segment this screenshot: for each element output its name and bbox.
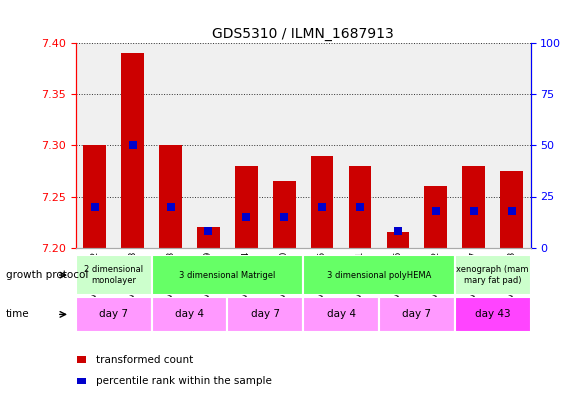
- Bar: [470, 207, 477, 215]
- Text: time: time: [6, 309, 30, 320]
- Bar: [235, 166, 258, 248]
- Bar: [379, 297, 455, 332]
- Text: xenograph (mam
mary fat pad): xenograph (mam mary fat pad): [456, 265, 529, 285]
- Bar: [462, 166, 485, 248]
- Text: 3 dimensional Matrigel: 3 dimensional Matrigel: [179, 271, 276, 279]
- Bar: [318, 203, 326, 211]
- Text: day 7: day 7: [251, 309, 280, 320]
- Bar: [76, 297, 152, 332]
- Bar: [83, 145, 106, 248]
- Bar: [129, 141, 136, 149]
- Bar: [227, 297, 303, 332]
- Text: 2 dimensional
monolayer: 2 dimensional monolayer: [84, 265, 143, 285]
- Bar: [167, 203, 174, 211]
- Bar: [394, 227, 402, 235]
- Bar: [197, 227, 220, 248]
- Bar: [455, 297, 531, 332]
- Bar: [76, 255, 152, 295]
- Bar: [432, 207, 440, 215]
- Bar: [311, 156, 333, 248]
- Bar: [152, 255, 303, 295]
- Title: GDS5310 / ILMN_1687913: GDS5310 / ILMN_1687913: [212, 27, 394, 41]
- Bar: [387, 232, 409, 248]
- Text: day 7: day 7: [402, 309, 431, 320]
- Bar: [121, 53, 144, 248]
- Bar: [91, 203, 99, 211]
- Text: day 4: day 4: [326, 309, 356, 320]
- Text: day 4: day 4: [175, 309, 204, 320]
- Text: day 43: day 43: [475, 309, 511, 320]
- Bar: [508, 207, 515, 215]
- Bar: [273, 181, 296, 248]
- Bar: [152, 297, 227, 332]
- Text: day 7: day 7: [99, 309, 128, 320]
- Text: percentile rank within the sample: percentile rank within the sample: [96, 376, 272, 386]
- Text: growth protocol: growth protocol: [6, 270, 88, 280]
- Bar: [280, 213, 288, 221]
- Bar: [303, 255, 455, 295]
- Bar: [455, 255, 531, 295]
- Bar: [303, 297, 379, 332]
- Bar: [356, 203, 364, 211]
- Text: 3 dimensional polyHEMA: 3 dimensional polyHEMA: [326, 271, 431, 279]
- Bar: [205, 227, 212, 235]
- Bar: [500, 171, 523, 248]
- Bar: [77, 356, 86, 363]
- Bar: [159, 145, 182, 248]
- Text: transformed count: transformed count: [96, 354, 194, 365]
- Bar: [349, 166, 371, 248]
- Bar: [424, 186, 447, 248]
- Bar: [243, 213, 250, 221]
- Bar: [77, 378, 86, 384]
